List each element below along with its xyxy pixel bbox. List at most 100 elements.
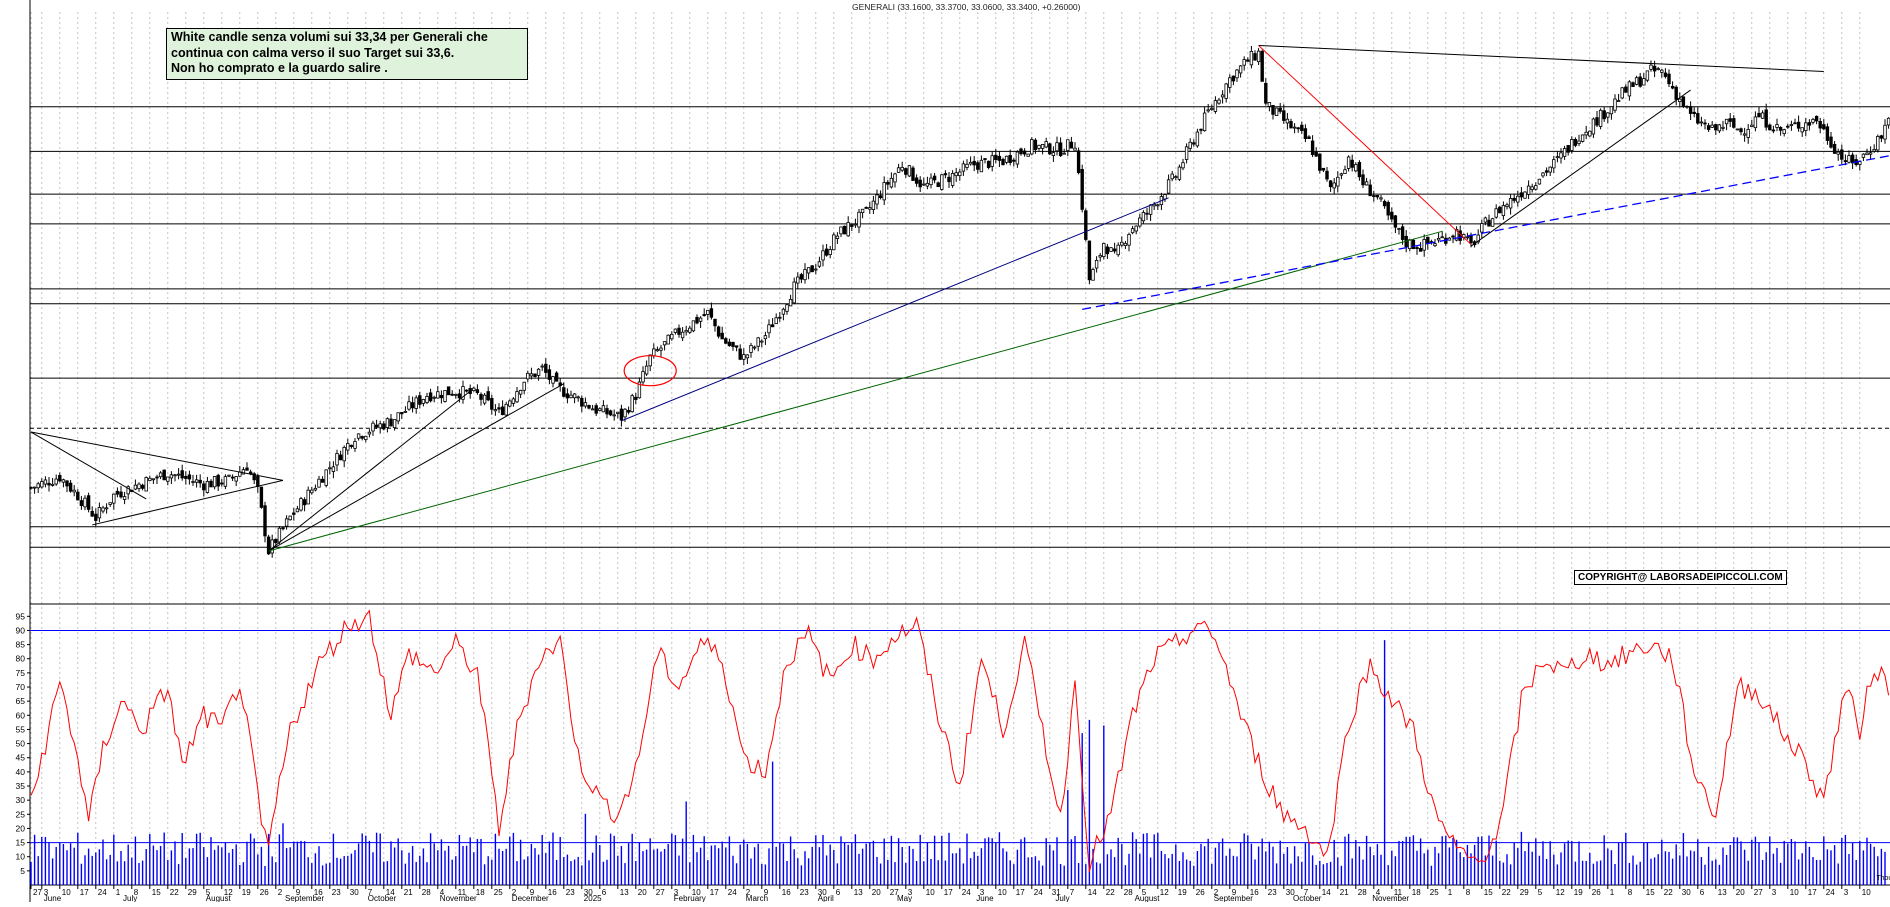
candle-body: [1530, 186, 1534, 190]
candle-body: [1094, 260, 1099, 269]
candle-body: [1732, 118, 1736, 128]
day-label: 8: [1628, 888, 1633, 897]
candle-body: [637, 381, 642, 399]
candle-body: [288, 515, 292, 521]
candle-body: [864, 206, 868, 209]
candle-body: [1598, 109, 1603, 127]
candle-body: [630, 395, 634, 413]
candle-body: [997, 155, 1002, 161]
day-label: 27: [656, 888, 665, 897]
candle-body: [1451, 235, 1455, 238]
day-label: 25: [1430, 888, 1439, 897]
candle-body: [1174, 176, 1178, 179]
candle-body: [1782, 129, 1786, 134]
candle-body: [1130, 228, 1135, 234]
month-label: June: [976, 894, 994, 902]
candle-body: [1084, 210, 1088, 240]
candle-body: [518, 389, 523, 395]
candle-body: [1584, 131, 1588, 136]
candle-body: [1026, 153, 1030, 157]
month-label: March: [746, 894, 768, 902]
oscillator-tick-label: 50: [16, 739, 26, 749]
candle-body: [608, 410, 613, 416]
candle-body: [166, 476, 170, 482]
candle-body: [961, 163, 966, 172]
candle-body: [1494, 208, 1498, 218]
candle-body: [450, 393, 454, 396]
candle-body: [1724, 118, 1729, 125]
candle-body: [328, 467, 332, 470]
candle-body: [731, 341, 735, 347]
candle-body: [713, 318, 717, 327]
candle-body: [1314, 151, 1318, 157]
candle-body: [1224, 83, 1228, 99]
candle-body: [1289, 121, 1293, 129]
day-label: 3: [1844, 888, 1849, 897]
candle-body: [1426, 236, 1430, 244]
month-label: August: [206, 894, 232, 902]
candle-body: [418, 395, 422, 405]
candle-body: [1836, 151, 1840, 155]
oscillator-tick-label: 5: [20, 866, 25, 876]
candle-body: [878, 195, 883, 199]
month-label: February: [674, 894, 706, 902]
candle-body: [1840, 149, 1844, 160]
candle-body: [1670, 85, 1675, 89]
candle-body: [1847, 155, 1851, 163]
candle-body: [1390, 211, 1394, 220]
candle-body: [824, 248, 829, 256]
day-label: 14: [386, 888, 395, 897]
candle-body: [1552, 159, 1556, 169]
candle-body: [1271, 105, 1275, 115]
oscillator-tick-label: 30: [16, 795, 26, 805]
day-label: 1: [116, 888, 121, 897]
candle-body: [1750, 124, 1754, 127]
day-label: 15: [152, 888, 161, 897]
candle-body: [724, 338, 728, 344]
candle-body: [389, 418, 393, 427]
day-label: 6: [836, 888, 841, 897]
candle-body: [990, 155, 994, 167]
day-label: 5: [1142, 888, 1147, 897]
candle-body: [299, 498, 303, 511]
candle-body: [1040, 144, 1045, 149]
day-label: 10: [1790, 888, 1799, 897]
candle-body: [850, 224, 854, 227]
candle-body: [205, 481, 210, 493]
day-label: 31: [1052, 888, 1061, 897]
candle-body: [1058, 142, 1063, 157]
day-label: 23: [800, 888, 809, 897]
candle-body: [1501, 205, 1506, 217]
oscillator-tick-label: 60: [16, 710, 26, 720]
candle-body: [1278, 107, 1282, 112]
candle-body: [702, 314, 706, 317]
candle-body: [443, 390, 447, 402]
candle-body: [666, 334, 670, 345]
candle-body: [1696, 113, 1700, 124]
candle-body: [983, 158, 987, 160]
candle-body: [180, 470, 184, 479]
candle-body: [1242, 59, 1246, 66]
candle-body: [216, 474, 220, 487]
candle-body: [857, 211, 861, 228]
candle-body: [529, 373, 534, 377]
candle-body: [1476, 234, 1480, 243]
candle-body: [565, 393, 570, 399]
candle-body: [360, 436, 364, 439]
candle-body: [1699, 121, 1704, 124]
trendline: [30, 431, 284, 481]
candle-body: [475, 389, 480, 393]
candle-body: [482, 394, 487, 404]
candle-body: [515, 391, 519, 403]
day-label: 13: [854, 888, 863, 897]
month-label: September: [285, 894, 324, 902]
candle-body: [1660, 69, 1664, 73]
candle-body: [1318, 153, 1322, 171]
candle-body: [461, 386, 465, 400]
candle-body: [835, 235, 840, 239]
candle-body: [1814, 115, 1819, 122]
candle-body: [839, 226, 843, 235]
candle-body: [943, 173, 948, 176]
candle-body: [616, 411, 620, 414]
candle-body: [1170, 173, 1174, 180]
